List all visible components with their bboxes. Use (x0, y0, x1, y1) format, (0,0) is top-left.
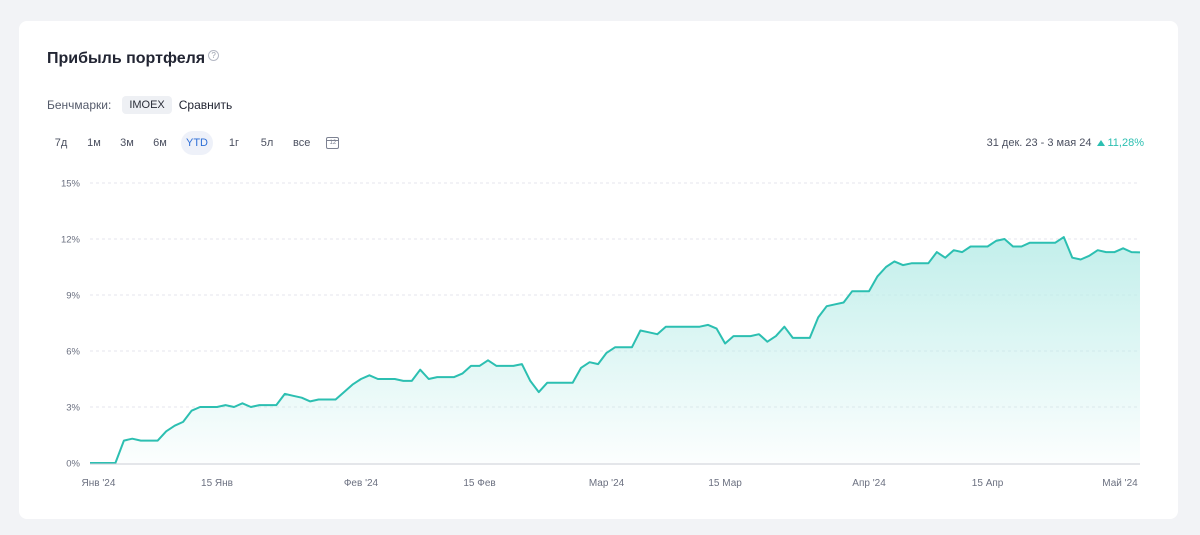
x-tick-label: Апр '24 (852, 478, 886, 489)
range-change-value: 11,28% (1107, 137, 1145, 149)
period-1m[interactable]: 1м (87, 137, 101, 149)
x-axis-labels: Янв '24 15 Янв Фев '24 15 Фев Мар '24 15 Мар А… (82, 478, 1139, 489)
period-5y[interactable]: 5л (260, 137, 274, 149)
benchmark-chip-imoex[interactable]: IMOEX (122, 96, 172, 114)
period-7d[interactable]: 7д (54, 137, 68, 149)
benchmarks-row: Бенчмарки: IMOEX Сравнить (47, 96, 232, 114)
date-range-text: 31 дек. 23 - 3 мая 24 (986, 137, 1092, 149)
x-tick-label: Мар '24 (589, 478, 625, 489)
y-tick-label: 3% (66, 403, 80, 414)
calendar-icon[interactable]: 12 (326, 137, 340, 149)
x-tick-label: Май '24 (1102, 478, 1138, 489)
compare-link[interactable]: Сравнить (178, 98, 233, 112)
x-tick-label: Фев '24 (344, 478, 379, 489)
profit-chart: 0% 3% 6% 9% 12% 15% Янв '24 15 Янв Фев '24 15 Фе… (61, 179, 1141, 489)
triangle-up-icon (1096, 140, 1105, 146)
card-title-text: Прибыль портфеля (47, 50, 206, 67)
date-range-summary: 31 дек. 23 - 3 мая 24 11,28% (987, 137, 1144, 149)
x-tick-label: 15 Апр (972, 478, 1004, 489)
period-all[interactable]: все (293, 137, 311, 149)
card-title: Прибыль портфеля ? (47, 49, 220, 68)
profit-line (90, 236, 1141, 464)
period-1y[interactable]: 1г (228, 137, 240, 149)
profit-area (90, 237, 1140, 463)
y-tick-label: 6% (66, 347, 80, 358)
question-circle-icon[interactable]: ? (208, 49, 220, 61)
period-6m[interactable]: 6м (153, 137, 167, 149)
portfolio-profit-card: Прибыль портфеля ? Бенчмарки: IMOEX Срав… (19, 21, 1178, 519)
y-tick-label: 9% (66, 291, 80, 302)
x-tick-label: Янв '24 (82, 478, 116, 489)
x-tick-label: 15 Мар (708, 478, 742, 489)
y-tick-label: 0% (66, 459, 80, 470)
benchmarks-label: Бенчмарки: (47, 98, 112, 112)
y-tick-label: 15% (61, 179, 81, 190)
x-tick-label: 15 Фев (463, 478, 495, 489)
y-tick-label: 12% (61, 235, 81, 246)
x-tick-label: 15 Янв (201, 478, 233, 489)
period-3m[interactable]: 3м (120, 137, 134, 149)
period-selector: 7д 1м 3м 6м YTD 1г 5л все 12 (49, 131, 340, 155)
period-ytd[interactable]: YTD (181, 131, 213, 155)
y-axis-labels: 0% 3% 6% 9% 12% 15% (61, 179, 81, 470)
